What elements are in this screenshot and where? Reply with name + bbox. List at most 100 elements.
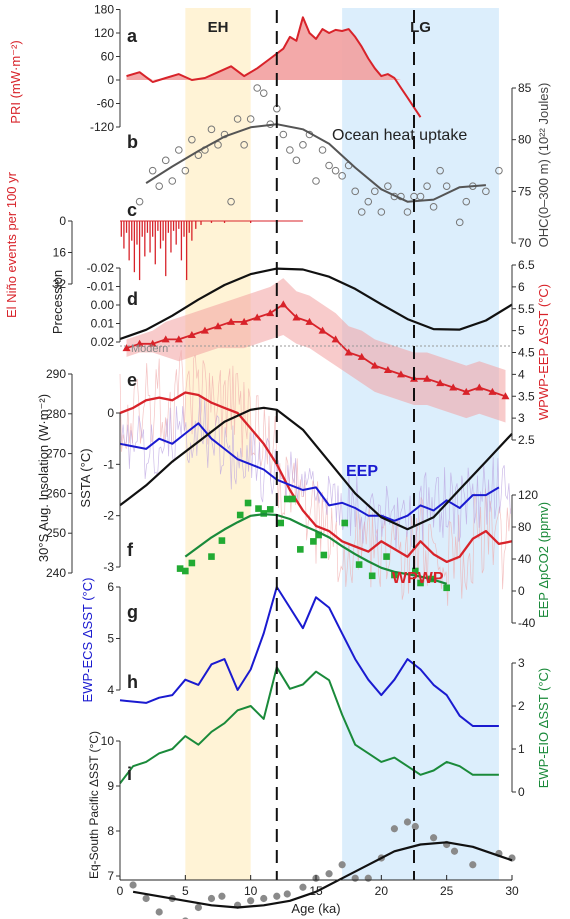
- ohc-point: [331, 166, 340, 175]
- wpwp_eep-tick-label: 3.5: [518, 389, 535, 403]
- panel-label-d: d: [127, 289, 138, 309]
- wpwp-eep-marker: [462, 387, 471, 395]
- wpwp-eep-marker: [200, 326, 209, 334]
- pco2-point: [297, 546, 304, 553]
- pco2-point: [218, 537, 226, 544]
- ohc-point: [175, 146, 183, 154]
- precession-tick-label: -0.01: [87, 280, 115, 294]
- southpac-point: [283, 890, 291, 898]
- southpac-fit-line: [132, 841, 513, 909]
- panel-label-h: h: [127, 672, 138, 692]
- wpwp-eep-marker: [279, 300, 288, 308]
- southpac-point: [260, 894, 268, 903]
- insolation-tick-label: 240: [46, 566, 66, 580]
- southpac-tick-label: 8: [107, 824, 114, 838]
- southpac-point: [411, 822, 419, 831]
- pco2-point: [341, 519, 349, 527]
- x-tick-label: 10: [244, 884, 258, 898]
- ohc-axis-title: OHC(0–300 m) (10²² Joules): [536, 83, 551, 248]
- wpwp-eep-marker: [122, 344, 131, 352]
- precession-tick-label: 0.02: [91, 335, 115, 349]
- wpwp_eep-tick-label: 6.5: [518, 258, 535, 272]
- wpwp-eep-marker: [174, 335, 183, 343]
- ecs-tick-label: 5: [107, 632, 114, 646]
- pco2-point: [236, 511, 244, 519]
- ohc-point: [495, 166, 503, 175]
- southpac-point: [299, 883, 307, 891]
- ssta-tick-label: 0: [107, 406, 114, 420]
- wpwp-eep-marker: [423, 374, 432, 382]
- pri-tick-label: 60: [101, 50, 115, 64]
- wpwp-eep-marker: [357, 352, 366, 360]
- x-tick-label: 0: [117, 884, 124, 898]
- pri-tick-label: 180: [94, 3, 114, 17]
- pri-fill: [126, 17, 421, 80]
- elnino-axis-title: El Niño events per 100 yr: [4, 171, 19, 318]
- wpwp-eep-axis-title: WPWP-EEP ΔSST (°C): [536, 284, 551, 420]
- wpwp_eep-tick-label: 4: [518, 367, 525, 381]
- ohc-point: [357, 208, 366, 216]
- eio-axis-title: EWP-EIO ΔSST (°C): [536, 668, 551, 789]
- southpac-point: [273, 892, 281, 900]
- ecs-tick-label: 4: [107, 683, 114, 697]
- southpac-point: [403, 818, 412, 826]
- pco2-fit-line: [184, 513, 448, 585]
- ecs-axis-title: EWP-ECS ΔSST (°C): [80, 578, 95, 703]
- pco2-point: [208, 553, 215, 560]
- pco2-point: [320, 551, 328, 559]
- pco2-point: [289, 495, 296, 503]
- ohc-point: [351, 187, 360, 196]
- ohc-point: [312, 177, 320, 185]
- pco2-point: [443, 584, 450, 592]
- ssta-tick-label: -3: [103, 560, 114, 574]
- ohc-point: [148, 166, 157, 175]
- pco2-tick-label: 120: [518, 488, 538, 502]
- wpwp_eep-tick-label: 3: [518, 411, 525, 425]
- ssta-wpwp-line: [119, 391, 513, 564]
- panel-label-a: a: [127, 26, 138, 46]
- wpwp_eep-tick-label: 5: [518, 324, 525, 338]
- ohc-point: [292, 156, 301, 165]
- southpac-point: [142, 894, 150, 903]
- wpwp-eep-marker: [331, 335, 340, 343]
- southpac-point: [194, 903, 202, 912]
- elnino-tick-label: 0: [59, 214, 66, 228]
- wpwp-eep-marker: [488, 387, 497, 395]
- wpwp_eep-tick-label: 4.5: [518, 346, 535, 360]
- insolation-tick-label: 280: [46, 407, 66, 421]
- southpac-point: [364, 874, 372, 882]
- pri-tick-label: 120: [94, 26, 114, 40]
- ohc-point: [338, 172, 346, 180]
- pco2-point: [391, 571, 398, 579]
- pco2-point: [417, 579, 424, 587]
- pco2-tick-label: 80: [518, 520, 532, 534]
- elnino-tick-label: 16: [53, 246, 67, 260]
- pco2-point: [244, 499, 252, 507]
- ohc-point: [429, 203, 438, 211]
- pco2-tick-label: 0: [518, 584, 525, 598]
- insolation-tick-label: 290: [46, 367, 66, 381]
- panel-label-f: f: [127, 540, 134, 560]
- southpac-point: [338, 861, 346, 869]
- ohc-point: [482, 187, 490, 196]
- wpwp-eep-marker: [161, 335, 170, 343]
- wpwp_eep-tick-label: 5.5: [518, 302, 535, 316]
- ohc-point: [259, 89, 268, 97]
- elnino-tick-label: 32: [53, 277, 67, 291]
- time-bands: [185, 8, 499, 880]
- eio-tick-label: 3: [518, 656, 525, 670]
- ohc-point: [377, 208, 386, 216]
- southpac-point: [247, 897, 255, 905]
- southpac-tick-label: 7: [107, 869, 114, 883]
- ohc-point: [286, 146, 294, 154]
- wpwp-eep-marker: [383, 366, 392, 373]
- ohc-point: [318, 146, 327, 154]
- wpwp-eep-marker: [501, 392, 510, 400]
- ohc-tick-label: 85: [518, 81, 532, 95]
- ohc-tick-label: 80: [518, 133, 532, 147]
- eio-tick-label: 2: [518, 699, 525, 713]
- precession-tick-label: 0.01: [91, 317, 115, 331]
- ssta-tick-label: -1: [103, 457, 114, 471]
- ohc-point: [181, 166, 190, 175]
